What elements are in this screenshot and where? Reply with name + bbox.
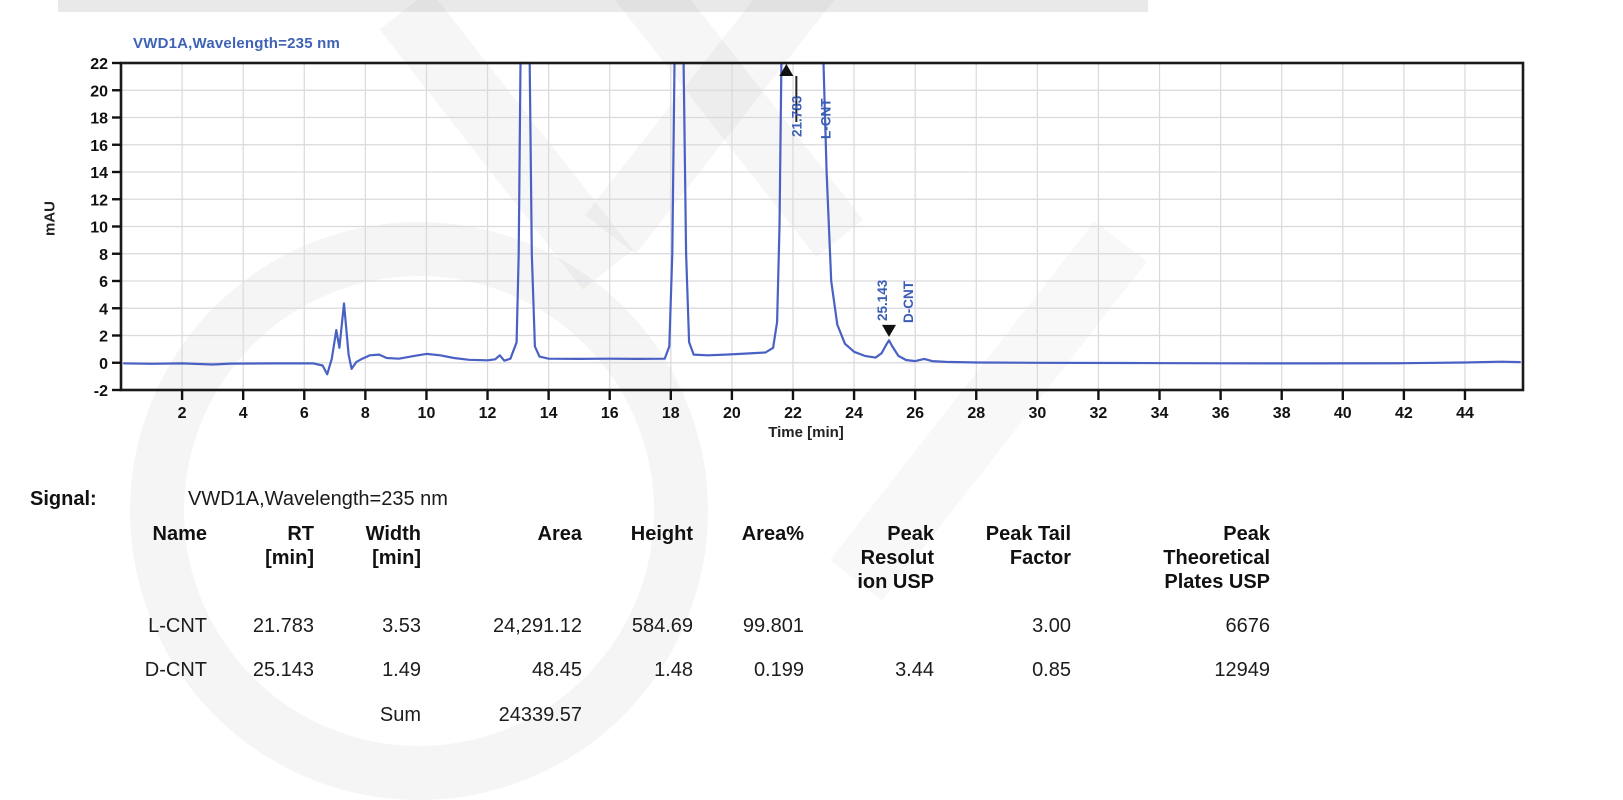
x-axis-label: Time [min] — [768, 424, 844, 441]
signal-trace — [122, 61, 1522, 376]
x-tick-label: 24 — [845, 405, 863, 422]
peak-marker-up — [779, 64, 794, 76]
y-tick-label: 14 — [90, 165, 108, 182]
x-tick-label: 22 — [784, 405, 802, 422]
chromatogram: VWD1A,Wavelength=235 nm mAU 2 4 6 8 10 12 14 16… — [41, 35, 1525, 441]
x-tick-label: 12 — [479, 405, 497, 422]
cell-area: 48.45 — [531, 659, 582, 681]
y-tick-label: 4 — [99, 301, 108, 318]
y-tick-label: 10 — [90, 220, 108, 237]
y-tick-label: 6 — [99, 274, 108, 291]
x-tick-label: 40 — [1334, 405, 1352, 422]
cell-area: 24,291.12 — [493, 615, 582, 637]
x-tick-label: 2 — [178, 405, 187, 422]
y-tick-label: 12 — [90, 192, 108, 209]
x-tick-label: 42 — [1395, 405, 1413, 422]
cell-height: 1.48 — [654, 659, 693, 681]
y-tick-label: 18 — [90, 111, 108, 128]
x-tick-label: 34 — [1151, 405, 1169, 422]
y-tick-label: -2 — [94, 383, 108, 400]
cell-resolution: 3.44 — [895, 659, 934, 681]
peak-name-label: D-CNT — [901, 280, 916, 323]
signal-line: Signal: VWD1A,Wavelength=235 nm — [0, 488, 1623, 516]
y-tick-label: 20 — [90, 83, 108, 100]
x-tick-label: 8 — [361, 405, 370, 422]
table-row: L-CNT 21.783 3.53 24,291.12 584.69 99.80… — [112, 615, 1623, 638]
signal-label: Signal: — [30, 488, 97, 510]
col-header-name: Name — [152, 523, 207, 545]
peak-name-label: L-CNT — [818, 98, 833, 139]
table-sum-row: Sum 24339.57 — [112, 704, 1623, 727]
col-header-tail-factor: Peak Tail Factor — [985, 523, 1071, 569]
y-tick-label: 16 — [90, 138, 108, 155]
col-header-rt: RT [min] — [265, 523, 314, 569]
y-axis-label: mAU — [41, 201, 59, 237]
cell-rt: 21.783 — [252, 615, 314, 637]
x-tick-label: 32 — [1090, 405, 1108, 422]
x-tick-label: 18 — [662, 405, 680, 422]
x-tick-label: 28 — [967, 405, 985, 422]
sum-area-value: 24339.57 — [498, 704, 582, 726]
cell-width: 3.53 — [382, 615, 421, 637]
signal-value: VWD1A,Wavelength=235 nm — [188, 488, 448, 510]
x-tick-label: 26 — [906, 405, 924, 422]
cell-rt: 25.143 — [252, 659, 314, 681]
x-tick-label: 30 — [1028, 405, 1046, 422]
peak-report: Signal: VWD1A,Wavelength=235 nm Name RT … — [0, 488, 1623, 727]
peak-rt-label: 21.783 — [789, 95, 804, 137]
peak-rt-label: 25.143 — [875, 279, 890, 321]
cell-height: 584.69 — [631, 615, 693, 637]
cell-plates: 6676 — [1225, 615, 1271, 637]
cell-width: 1.49 — [382, 659, 421, 681]
x-tick-label: 44 — [1456, 405, 1474, 422]
cell-area-pct: 0.199 — [753, 659, 804, 681]
x-tick-label: 14 — [540, 405, 558, 422]
x-tick-label: 16 — [601, 405, 619, 422]
x-tick-label: 4 — [239, 405, 248, 422]
cell-area-pct: 99.801 — [742, 615, 804, 637]
chromatogram-plot: 2 4 6 8 10 12 14 16 18 20 22 24 26 28 30 32 34 36 38 40 42 44… — [90, 56, 1525, 422]
col-header-width: Width [min] — [365, 523, 421, 569]
cell-resolution — [804, 615, 934, 638]
cell-tail-factor: 0.85 — [1032, 659, 1071, 681]
cell-name: L-CNT — [148, 615, 207, 637]
chart-title: VWD1A,Wavelength=235 nm — [133, 35, 341, 52]
cell-name: D-CNT — [144, 659, 207, 681]
col-header-resolution: Peak Resolut ion USP — [857, 523, 934, 593]
cell-plates: 12949 — [1214, 659, 1270, 681]
col-header-area-pct: Area% — [741, 523, 804, 545]
x-tick-label: 6 — [300, 405, 309, 422]
x-tick-label: 38 — [1273, 405, 1291, 422]
cell-tail-factor: 3.00 — [1032, 615, 1071, 637]
col-header-height: Height — [630, 523, 693, 545]
peak-marker-down — [881, 324, 896, 337]
y-tick-label: 0 — [99, 356, 108, 373]
col-header-plates: Peak Theoretical Plates USP — [1163, 523, 1270, 593]
table-header-row: Name RT [min] Width [min] Area Height Ar… — [112, 522, 1623, 594]
y-tick-label: 8 — [99, 247, 108, 264]
col-header-area: Area — [537, 523, 582, 545]
sum-label: Sum — [379, 704, 421, 726]
table-row: D-CNT 25.143 1.49 48.45 1.48 0.199 3.44 … — [112, 659, 1623, 682]
x-tick-label: 36 — [1212, 405, 1230, 422]
y-tick-label: 2 — [99, 329, 108, 346]
y-tick-label: 22 — [90, 56, 108, 73]
x-tick-label: 10 — [418, 405, 436, 422]
x-tick-label: 20 — [723, 405, 741, 422]
